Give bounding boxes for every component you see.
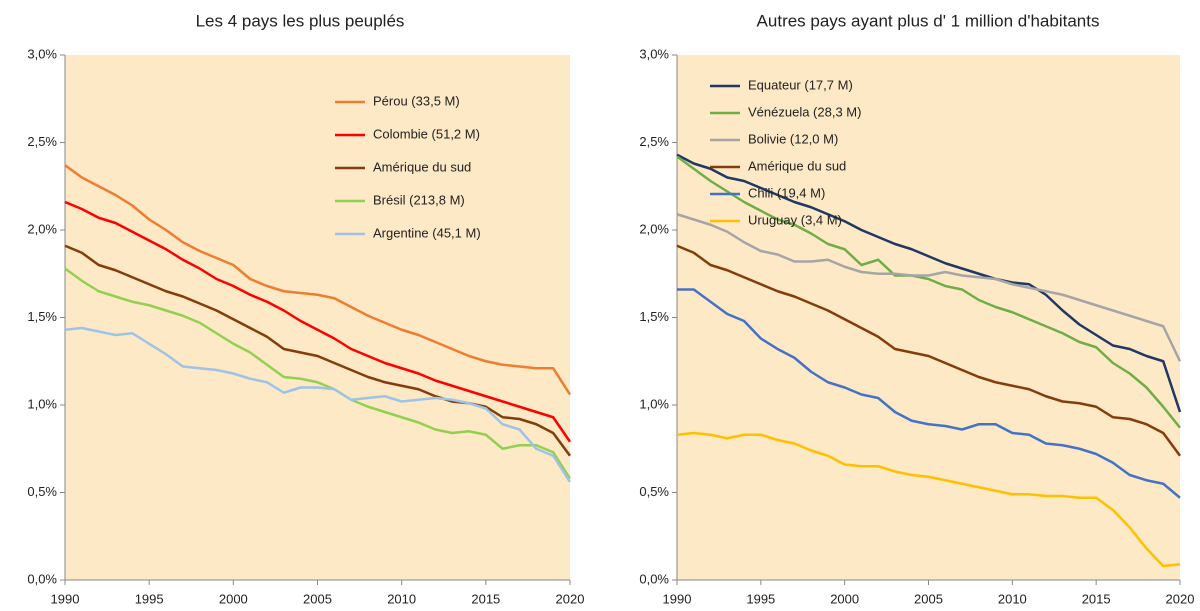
y-tick-label: 0,5%	[639, 484, 669, 499]
y-tick-label: 3,0%	[639, 46, 669, 61]
legend-label: Amérique du sud	[373, 159, 471, 174]
y-tick-label: 3,0%	[27, 46, 57, 61]
chart-title: Les 4 pays les plus peuplés	[196, 11, 405, 30]
x-tick-label: 1990	[51, 591, 80, 606]
legend-label: Argentine (45,1 M)	[373, 225, 481, 240]
series-line	[64, 326, 572, 483]
y-tick-label: 2,0%	[27, 221, 57, 236]
series-line	[676, 155, 1181, 429]
plot-area	[677, 55, 1180, 580]
series-line	[64, 164, 572, 396]
legend-label: Pérou (33,5 M)	[373, 93, 460, 108]
x-tick-label: 2010	[998, 591, 1027, 606]
x-tick-label: 2005	[914, 591, 943, 606]
series-line	[64, 267, 572, 480]
y-tick-label: 2,5%	[27, 134, 57, 149]
series-line	[64, 200, 572, 443]
x-tick-label: 2005	[303, 591, 332, 606]
y-tick-label: 2,0%	[639, 221, 669, 236]
legend-label: Equateur (17,7 M)	[748, 77, 853, 92]
y-tick-label: 0,0%	[639, 571, 669, 586]
series-line	[676, 431, 1181, 568]
series-line	[677, 288, 1181, 499]
x-tick-label: 1990	[663, 591, 692, 606]
plot-area	[65, 55, 570, 580]
y-tick-label: 1,0%	[639, 396, 669, 411]
y-tick-label: 1,5%	[639, 309, 669, 324]
y-tick-label: 1,5%	[27, 309, 57, 324]
y-tick-label: 0,5%	[27, 484, 57, 499]
legend-label: Bolivie (12,0 M)	[748, 131, 838, 146]
x-tick-label: 2000	[219, 591, 248, 606]
x-tick-label: 2015	[471, 591, 500, 606]
x-tick-label: 1995	[135, 591, 164, 606]
y-tick-label: 2,5%	[639, 134, 669, 149]
x-tick-label: 2000	[830, 591, 859, 606]
y-tick-label: 1,0%	[27, 396, 57, 411]
x-tick-label: 2015	[1082, 591, 1111, 606]
series-line	[676, 213, 1182, 362]
legend-label: Uruguay (3,4 M)	[748, 212, 842, 227]
series-line	[676, 153, 1182, 413]
x-tick-label: 2010	[387, 591, 416, 606]
x-tick-label: 2020	[556, 591, 585, 606]
legend-label: Brésil (213,8 M)	[373, 192, 465, 207]
x-tick-label: 1995	[746, 591, 775, 606]
legend-label: Vénézuela (28,3 M)	[748, 104, 861, 119]
series-line	[676, 244, 1182, 457]
legend-label: Colombie (51,2 M)	[373, 126, 480, 141]
y-tick-label: 0,0%	[27, 571, 57, 586]
legend-label: Amérique du sud	[748, 158, 846, 173]
chart-title: Autres pays ayant plus d' 1 million d'ha…	[757, 11, 1100, 30]
series-line	[64, 244, 572, 457]
x-tick-label: 2020	[1166, 591, 1195, 606]
legend-label: Chili (19,4 M)	[748, 185, 825, 200]
